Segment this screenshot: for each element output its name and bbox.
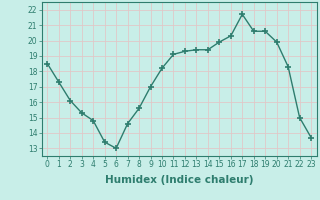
X-axis label: Humidex (Indice chaleur): Humidex (Indice chaleur)	[105, 175, 253, 185]
